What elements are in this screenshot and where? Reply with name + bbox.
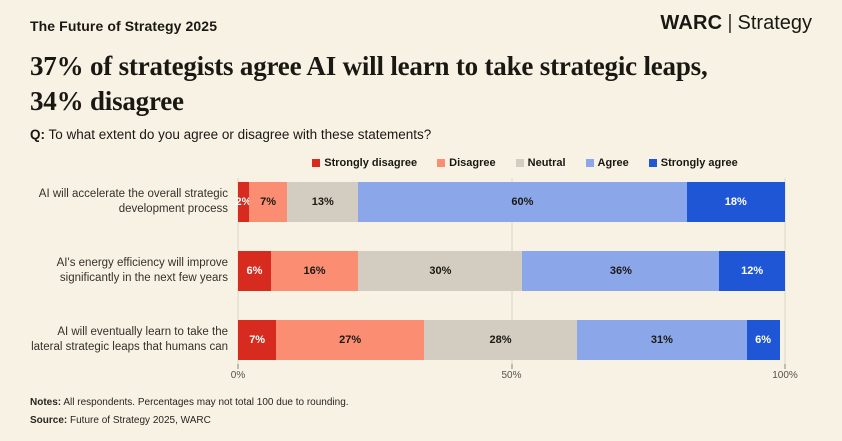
category-labels: AI will accelerate the overall strategic… xyxy=(30,182,228,386)
segment-value: 18% xyxy=(724,196,747,209)
agree-segment: 31% xyxy=(577,320,747,361)
axis-tick xyxy=(237,364,239,370)
source-line: Source: Future of Strategy 2025, WARC xyxy=(30,412,812,430)
legend-label: Agree xyxy=(597,157,629,170)
segment-value: 7% xyxy=(260,196,277,209)
question-text: To what extent do you agree or disagree … xyxy=(48,127,432,143)
brand-divider: | xyxy=(727,12,733,34)
category-label: AI will eventually learn to take the lat… xyxy=(31,325,228,354)
source-label: Source: xyxy=(30,415,68,427)
segment-value: 7% xyxy=(249,334,266,347)
legend: Strongly disagree Disagree Neutral Agree Str… xyxy=(238,157,812,169)
x-axis: 0% 50% 100% xyxy=(231,360,798,386)
segment-value: 2% xyxy=(235,196,252,209)
legend-item-agree: Agree xyxy=(585,157,629,170)
stacked-bar-chart: AI will accelerate the overall strategic… xyxy=(30,178,812,386)
neutral-segment: 30% xyxy=(358,251,523,292)
legend-label: Disagree xyxy=(449,157,496,170)
notes-text: All respondents. Percentages may not tot… xyxy=(63,397,349,409)
category-label: AI will accelerate the overall strategic… xyxy=(38,187,228,216)
segment-value: 13% xyxy=(311,196,334,209)
gridline xyxy=(784,178,786,365)
segment-value: 12% xyxy=(741,265,764,278)
chart-title-line1: 37% of strategists agree AI will learn t… xyxy=(30,51,708,81)
strongly-agree-segment: 18% xyxy=(686,182,785,223)
agree-segment: 60% xyxy=(358,182,687,223)
report-kicker: The Future of Strategy 2025 xyxy=(30,18,218,34)
segment-value: 16% xyxy=(303,265,326,278)
strongly-disagree-segment: 7% xyxy=(238,320,277,361)
neutral-segment: 13% xyxy=(287,182,359,223)
strongly-disagree-segment: 6% xyxy=(238,251,271,292)
notes-line: Notes: All respondents. Percentages may … xyxy=(30,394,812,412)
source-text: Future of Strategy 2025, WARC xyxy=(70,415,211,427)
strongly-agree-swatch xyxy=(648,159,657,168)
axis-tick-label: 100% xyxy=(772,370,798,382)
plot-wrap: 2% 7% 13% 60% 18% 6% 16% 30% 36% 12% 7% 27% 28% 31% 6%… xyxy=(231,178,798,386)
brand-logo: WARC | Strategy xyxy=(660,12,812,35)
strongly-disagree-segment: 2% xyxy=(235,182,252,223)
segment-value: 28% xyxy=(489,334,512,347)
header: The Future of Strategy 2025 WARC | Strateg… xyxy=(30,12,812,35)
segment-value: 36% xyxy=(609,265,632,278)
plot-area: 2% 7% 13% 60% 18% 6% 16% 30% 36% 12% 7% 27% 28% 31% 6% xyxy=(235,178,786,365)
category-label: AI's energy efficiency will improve sign… xyxy=(56,256,228,285)
chart-title-line2: 34% disagree xyxy=(30,85,184,116)
legend-item-disagree: Disagree xyxy=(437,157,496,170)
bar-row: 2% 7% 13% 60% 18% xyxy=(235,182,785,223)
disagree-segment: 27% xyxy=(276,320,424,361)
segment-value: 27% xyxy=(339,334,362,347)
neutral-segment: 28% xyxy=(423,320,578,361)
agree-segment: 36% xyxy=(522,251,720,292)
legend-item-strongly-disagree: Strongly disagree xyxy=(312,157,417,169)
disagree-segment: 7% xyxy=(248,182,288,223)
segment-value: 60% xyxy=(511,196,534,209)
bar-row: 7% 27% 28% 31% 6% xyxy=(238,320,785,361)
segment-value: 6% xyxy=(246,265,263,278)
disagree-segment: 16% xyxy=(270,251,359,292)
strongly-disagree-swatch xyxy=(312,159,321,168)
segment-value: 6% xyxy=(755,334,772,347)
segment-value: 31% xyxy=(650,334,673,347)
brand-strategy: Strategy xyxy=(737,12,812,34)
axis-tick xyxy=(511,364,512,370)
legend-item-strongly-agree: Strongly agree xyxy=(648,157,738,170)
notes-label: Notes: xyxy=(30,397,62,409)
neutral-swatch xyxy=(515,159,524,168)
footer: Notes: All respondents. Percentages may … xyxy=(30,394,812,430)
legend-item-neutral: Neutral xyxy=(515,157,566,170)
legend-label: Strongly disagree xyxy=(324,157,418,170)
legend-label: Strongly agree xyxy=(660,157,738,170)
question-prefix: Q: xyxy=(30,127,45,143)
segment-value: 30% xyxy=(429,265,452,278)
disagree-swatch xyxy=(437,159,446,168)
brand-warc: WARC xyxy=(660,12,723,34)
bar-row: 6% 16% 30% 36% 12% xyxy=(238,251,785,292)
axis-tick xyxy=(784,364,786,370)
chart-title: 37% of strategists agree AI will learn t… xyxy=(30,49,812,118)
survey-question: Q: To what extent do you agree or disagr… xyxy=(30,127,812,142)
legend-label: Neutral xyxy=(527,157,566,170)
strongly-agree-segment: 6% xyxy=(746,320,780,361)
axis-tick-label: 50% xyxy=(501,370,522,382)
strongly-agree-segment: 12% xyxy=(719,251,785,292)
agree-swatch xyxy=(585,159,594,168)
axis-tick-label: 0% xyxy=(230,370,246,382)
